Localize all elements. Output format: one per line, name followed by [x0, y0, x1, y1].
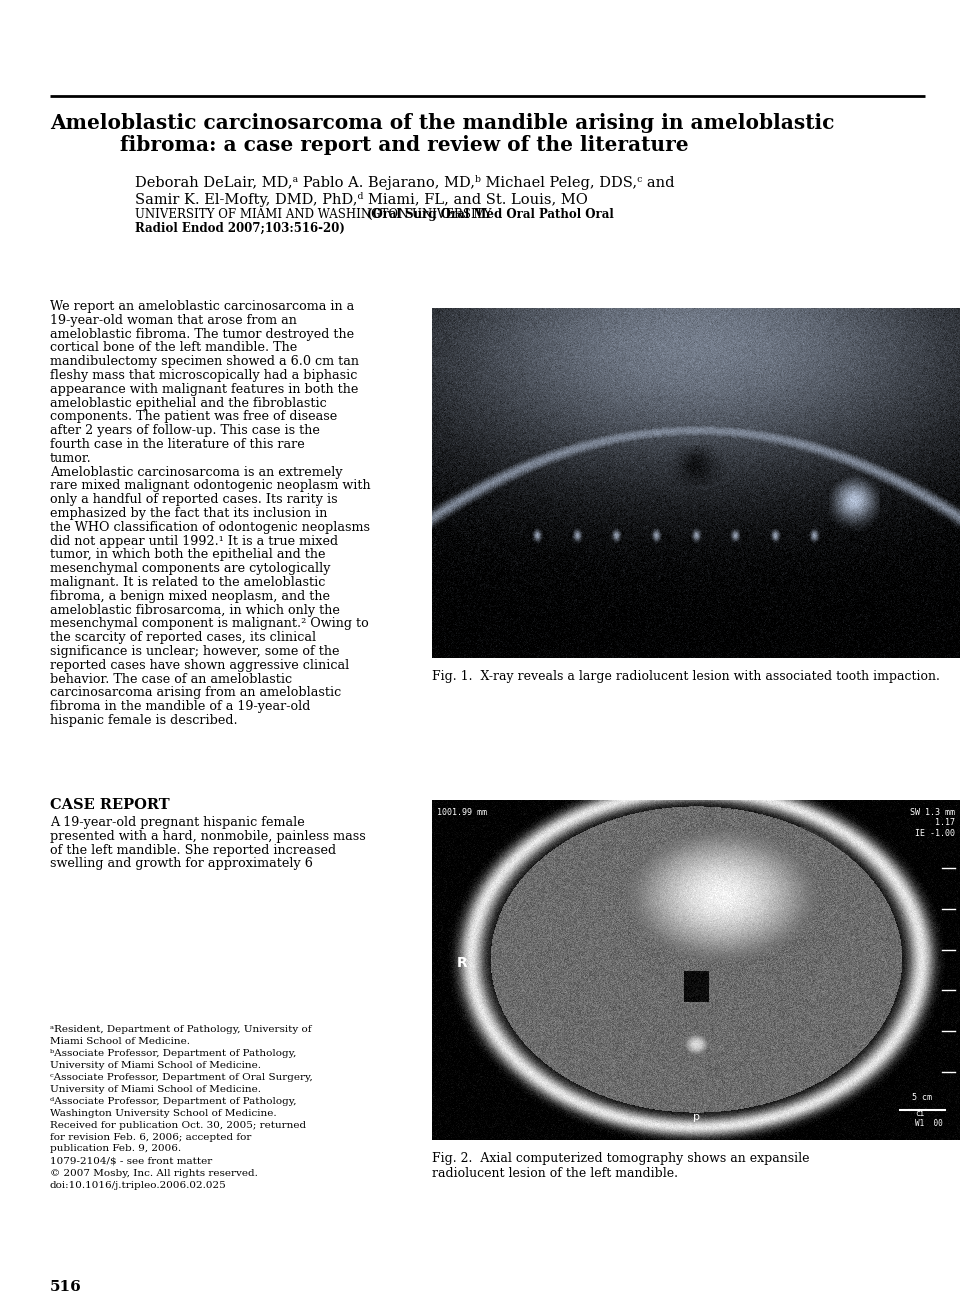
- Text: CASE REPORT: CASE REPORT: [50, 797, 170, 812]
- Text: Washington University School of Medicine.: Washington University School of Medicine…: [50, 1108, 277, 1117]
- Text: UNIVERSITY OF MIAMI AND WASHINGTON UNIVERSITY: UNIVERSITY OF MIAMI AND WASHINGTON UNIVE…: [135, 207, 495, 221]
- Text: University of Miami School of Medicine.: University of Miami School of Medicine.: [50, 1061, 261, 1070]
- Text: for revision Feb. 6, 2006; accepted for: for revision Feb. 6, 2006; accepted for: [50, 1133, 252, 1142]
- Text: significance is unclear; however, some of the: significance is unclear; however, some o…: [50, 645, 339, 658]
- Text: mesenchymal components are cytologically: mesenchymal components are cytologically: [50, 562, 331, 576]
- Text: fleshy mass that microscopically had a biphasic: fleshy mass that microscopically had a b…: [50, 369, 358, 382]
- Text: ameloblastic fibroma. The tumor destroyed the: ameloblastic fibroma. The tumor destroye…: [50, 328, 354, 341]
- Text: SW 1.3 mm
   1.17
IE -1.00: SW 1.3 mm 1.17 IE -1.00: [910, 808, 955, 838]
- Text: Received for publication Oct. 30, 2005; returned: Received for publication Oct. 30, 2005; …: [50, 1121, 306, 1130]
- Text: radiolucent lesion of the left mandible.: radiolucent lesion of the left mandible.: [432, 1167, 678, 1180]
- Text: ci
W1  00: ci W1 00: [915, 1109, 943, 1128]
- Text: ᵃResident, Department of Pathology, University of: ᵃResident, Department of Pathology, Univ…: [50, 1024, 311, 1034]
- Text: tumor, in which both the epithelial and the: tumor, in which both the epithelial and …: [50, 548, 326, 561]
- Text: (Oral Surg Oral Med Oral Pathol Oral: (Oral Surg Oral Med Oral Pathol Oral: [368, 207, 614, 221]
- Text: fourth case in the literature of this rare: fourth case in the literature of this ra…: [50, 438, 305, 452]
- Text: reported cases have shown aggressive clinical: reported cases have shown aggressive cli…: [50, 659, 349, 672]
- Text: Deborah DeLair, MD,ᵃ Pablo A. Bejarano, MD,ᵇ Michael Peleg, DDS,ᶜ and: Deborah DeLair, MD,ᵃ Pablo A. Bejarano, …: [135, 175, 675, 191]
- Text: malignant. It is related to the ameloblastic: malignant. It is related to the amelobla…: [50, 576, 326, 589]
- Text: swelling and growth for approximately 6: swelling and growth for approximately 6: [50, 857, 313, 870]
- Text: cortical bone of the left mandible. The: cortical bone of the left mandible. The: [50, 342, 297, 355]
- Text: 19-year-old woman that arose from an: 19-year-old woman that arose from an: [50, 313, 296, 326]
- Text: components. The patient was free of disease: components. The patient was free of dise…: [50, 410, 337, 423]
- Text: 516: 516: [50, 1280, 82, 1295]
- Text: tumor.: tumor.: [50, 452, 92, 465]
- Text: the WHO classification of odontogenic neoplasms: the WHO classification of odontogenic ne…: [50, 521, 370, 534]
- Text: University of Miami School of Medicine.: University of Miami School of Medicine.: [50, 1084, 261, 1094]
- Text: © 2007 Mosby, Inc. All rights reserved.: © 2007 Mosby, Inc. All rights reserved.: [50, 1169, 257, 1178]
- Text: 5 cm: 5 cm: [913, 1094, 932, 1101]
- Text: Ameloblastic carcinosarcoma is an extremely: Ameloblastic carcinosarcoma is an extrem…: [50, 466, 342, 479]
- Text: doi:10.1016/j.tripleo.2006.02.025: doi:10.1016/j.tripleo.2006.02.025: [50, 1181, 227, 1190]
- Text: mesenchymal component is malignant.² Owing to: mesenchymal component is malignant.² Owi…: [50, 617, 369, 630]
- Text: rare mixed malignant odontogenic neoplasm with: rare mixed malignant odontogenic neoplas…: [50, 479, 370, 492]
- Text: Fig. 2.  Axial computerized tomography shows an expansile: Fig. 2. Axial computerized tomography sh…: [432, 1152, 809, 1165]
- Text: p: p: [692, 1112, 699, 1122]
- Text: carcinosarcoma arising from an ameloblastic: carcinosarcoma arising from an ameloblas…: [50, 686, 341, 699]
- Text: ᵇAssociate Professor, Department of Pathology,: ᵇAssociate Professor, Department of Path…: [50, 1049, 296, 1058]
- Text: after 2 years of follow-up. This case is the: after 2 years of follow-up. This case is…: [50, 424, 320, 437]
- Text: fibroma, a benign mixed neoplasm, and the: fibroma, a benign mixed neoplasm, and th…: [50, 590, 330, 603]
- Text: Fig. 1.  X-ray reveals a large radiolucent lesion with associated tooth impactio: Fig. 1. X-ray reveals a large radiolucen…: [432, 669, 940, 683]
- Text: 1079-2104/$ - see front matter: 1079-2104/$ - see front matter: [50, 1156, 213, 1165]
- Text: ameloblastic epithelial and the fibroblastic: ameloblastic epithelial and the fibrobla…: [50, 397, 327, 410]
- Text: appearance with malignant features in both the: appearance with malignant features in bo…: [50, 382, 359, 395]
- Text: Samir K. El-Mofty, DMD, PhD,ᵈ Miami, FL, and St. Louis, MO: Samir K. El-Mofty, DMD, PhD,ᵈ Miami, FL,…: [135, 192, 588, 207]
- Text: 1001.99 mm: 1001.99 mm: [437, 808, 487, 817]
- Text: only a handful of reported cases. Its rarity is: only a handful of reported cases. Its ra…: [50, 493, 337, 506]
- Text: R: R: [457, 957, 468, 970]
- Text: ᵈAssociate Professor, Department of Pathology,: ᵈAssociate Professor, Department of Path…: [50, 1098, 296, 1107]
- Text: ᶜAssociate Professor, Department of Oral Surgery,: ᶜAssociate Professor, Department of Oral…: [50, 1073, 313, 1082]
- Text: We report an ameloblastic carcinosarcoma in a: We report an ameloblastic carcinosarcoma…: [50, 300, 354, 313]
- Text: Ameloblastic carcinosarcoma of the mandible arising in ameloblastic: Ameloblastic carcinosarcoma of the mandi…: [50, 114, 835, 133]
- Text: behavior. The case of an ameloblastic: behavior. The case of an ameloblastic: [50, 672, 292, 685]
- Text: mandibulectomy specimen showed a 6.0 cm tan: mandibulectomy specimen showed a 6.0 cm …: [50, 355, 359, 368]
- Text: fibroma in the mandible of a 19-year-old: fibroma in the mandible of a 19-year-old: [50, 701, 310, 714]
- Text: Radiol Endod 2007;103:516-20): Radiol Endod 2007;103:516-20): [135, 222, 345, 235]
- Text: did not appear until 1992.¹ It is a true mixed: did not appear until 1992.¹ It is a true…: [50, 535, 338, 548]
- Text: Miami School of Medicine.: Miami School of Medicine.: [50, 1036, 190, 1045]
- Text: the scarcity of reported cases, its clinical: the scarcity of reported cases, its clin…: [50, 632, 316, 645]
- Text: A 19-year-old pregnant hispanic female: A 19-year-old pregnant hispanic female: [50, 816, 305, 829]
- Text: fibroma: a case report and review of the literature: fibroma: a case report and review of the…: [120, 134, 688, 155]
- Text: ameloblastic fibrosarcoma, in which only the: ameloblastic fibrosarcoma, in which only…: [50, 604, 340, 616]
- Text: publication Feb. 9, 2006.: publication Feb. 9, 2006.: [50, 1144, 181, 1154]
- Text: hispanic female is described.: hispanic female is described.: [50, 714, 238, 727]
- Text: of the left mandible. She reported increased: of the left mandible. She reported incre…: [50, 843, 336, 856]
- Text: emphasized by the fact that its inclusion in: emphasized by the fact that its inclusio…: [50, 508, 328, 519]
- Text: presented with a hard, nonmobile, painless mass: presented with a hard, nonmobile, painle…: [50, 830, 366, 843]
